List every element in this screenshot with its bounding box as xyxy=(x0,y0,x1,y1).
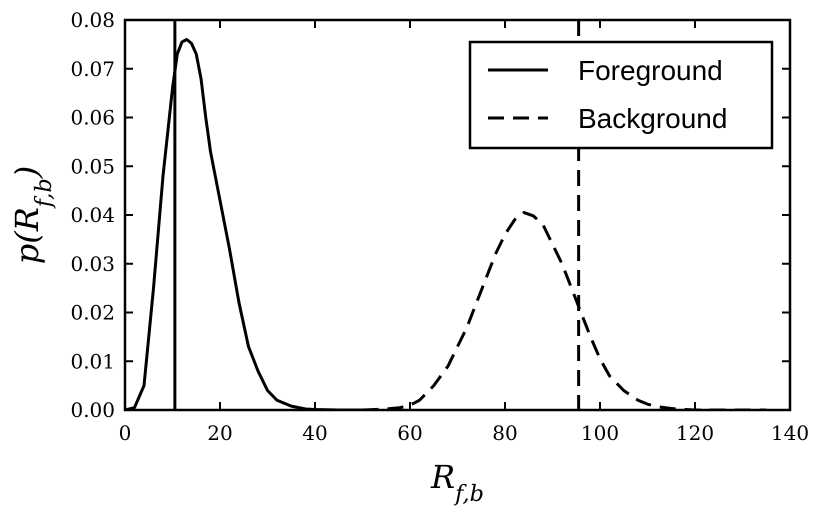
y-tick-label: 0.05 xyxy=(70,154,115,178)
y-tick-label: 0.06 xyxy=(70,106,115,130)
x-axis-label: Rf,b xyxy=(430,458,484,507)
legend-label-foreground: Foreground xyxy=(578,55,723,86)
x-tick-label: 20 xyxy=(207,421,232,445)
x-tick-label: 40 xyxy=(302,421,327,445)
y-tick-label: 0.00 xyxy=(70,398,115,422)
y-tick-label: 0.08 xyxy=(70,8,115,32)
y-tick-label: 0.07 xyxy=(70,57,115,81)
series-line-foreground xyxy=(125,38,363,410)
legend-label-background: Background xyxy=(578,103,727,134)
axis-labels: Rf,b p(Rf,b) xyxy=(8,166,484,507)
series-line-background xyxy=(362,211,767,410)
y-tick-label: 0.03 xyxy=(70,252,115,276)
x-tick-label: 0 xyxy=(119,421,132,445)
y-tick-label: 0.04 xyxy=(70,203,115,227)
axes: 0 20 40 60 80 100 120 140 0.00 0.01 0.02 0.03 0.04 0.… xyxy=(70,8,809,445)
x-tick-label: 120 xyxy=(676,421,714,445)
y-tick-label: 0.02 xyxy=(70,301,115,325)
legend-box xyxy=(468,40,774,150)
y-axis-label: p(Rf,b) xyxy=(8,166,57,265)
x-tick-label: 80 xyxy=(492,421,517,445)
plot-area xyxy=(125,20,767,410)
x-tick-label: 100 xyxy=(581,421,619,445)
legend: Foreground Background xyxy=(468,40,774,150)
y-tick-label: 0.01 xyxy=(70,349,115,373)
x-tick-label: 60 xyxy=(397,421,422,445)
x-tick-label: 140 xyxy=(771,421,809,445)
